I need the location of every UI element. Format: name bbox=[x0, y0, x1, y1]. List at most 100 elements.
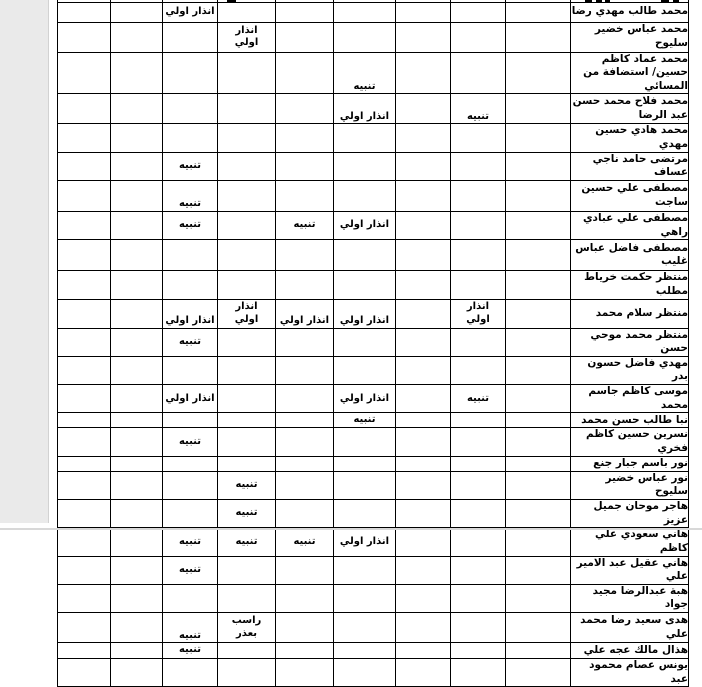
status-cell-col3[interactable] bbox=[395, 151, 451, 181]
status-cell-col9[interactable] bbox=[57, 658, 111, 687]
status-cell-col9[interactable] bbox=[57, 384, 111, 414]
status-cell-col7[interactable] bbox=[162, 51, 218, 95]
status-cell-col2[interactable] bbox=[450, 612, 506, 644]
status-cell-col9[interactable] bbox=[57, 327, 111, 357]
status-cell-col3[interactable] bbox=[395, 21, 451, 53]
status-cell-col8[interactable] bbox=[110, 658, 163, 687]
status-cell-col4[interactable] bbox=[333, 455, 396, 472]
status-cell-col6[interactable] bbox=[217, 179, 276, 212]
status-cell-col9[interactable] bbox=[57, 239, 111, 272]
status-cell-col4[interactable] bbox=[333, 179, 396, 212]
status-cell-col2[interactable]: انذار اولي bbox=[450, 298, 506, 329]
student-name-cell[interactable]: محمد طالب مهدي رضا bbox=[570, 1, 689, 23]
status-cell-col2[interactable] bbox=[450, 355, 506, 386]
status-cell-col8[interactable] bbox=[110, 123, 163, 153]
status-cell-col1[interactable] bbox=[505, 455, 571, 472]
status-cell-col3[interactable] bbox=[395, 270, 451, 300]
status-cell-col2[interactable] bbox=[450, 270, 506, 300]
status-cell-col2[interactable] bbox=[450, 470, 506, 500]
status-cell-col7[interactable]: انذار اولي bbox=[162, 298, 218, 329]
status-cell-col8[interactable] bbox=[110, 51, 163, 95]
status-cell-col6[interactable]: راسب بعذر bbox=[217, 612, 276, 644]
status-cell-col2[interactable] bbox=[450, 51, 506, 95]
status-cell-col3[interactable] bbox=[395, 327, 451, 357]
status-cell-col5[interactable] bbox=[275, 658, 334, 687]
status-cell-col6[interactable] bbox=[217, 658, 276, 687]
status-cell-col5[interactable] bbox=[275, 555, 334, 585]
status-cell-col1[interactable] bbox=[505, 384, 571, 414]
status-cell-col3[interactable] bbox=[395, 642, 451, 660]
status-cell-col2[interactable] bbox=[450, 498, 506, 529]
status-cell-col3[interactable] bbox=[395, 555, 451, 585]
status-cell-col3[interactable] bbox=[395, 658, 451, 687]
status-cell-col5[interactable] bbox=[275, 355, 334, 386]
status-cell-col4[interactable] bbox=[333, 151, 396, 181]
status-cell-col7[interactable]: تنبيه bbox=[162, 179, 218, 212]
status-cell-col1[interactable] bbox=[505, 210, 571, 241]
status-cell-col9[interactable] bbox=[57, 412, 111, 429]
status-cell-col9[interactable] bbox=[57, 555, 111, 585]
status-cell-col1[interactable] bbox=[505, 583, 571, 614]
status-cell-col6[interactable] bbox=[217, 642, 276, 660]
student-name-cell[interactable]: مصطفى علي عبادي راهي bbox=[570, 210, 689, 241]
status-cell-col8[interactable] bbox=[110, 583, 163, 614]
status-cell-col5[interactable] bbox=[275, 21, 334, 53]
status-cell-col8[interactable] bbox=[110, 270, 163, 300]
status-cell-col1[interactable] bbox=[505, 123, 571, 153]
status-cell-col6[interactable]: تنبيه bbox=[217, 498, 276, 529]
status-cell-col5[interactable] bbox=[275, 179, 334, 212]
status-cell-col4[interactable]: تنبيه bbox=[333, 51, 396, 95]
status-cell-col8[interactable] bbox=[110, 427, 163, 457]
status-cell-col2[interactable] bbox=[450, 21, 506, 53]
status-cell-col2[interactable] bbox=[450, 123, 506, 153]
status-cell-col7[interactable]: تنبيه bbox=[162, 555, 218, 585]
status-cell-col6[interactable] bbox=[217, 270, 276, 300]
status-cell-col4[interactable]: انذار اولي bbox=[333, 298, 396, 329]
status-cell-col8[interactable] bbox=[110, 555, 163, 585]
status-cell-col6[interactable] bbox=[217, 327, 276, 357]
student-name-cell[interactable]: يونس عصام محمود عبد bbox=[570, 658, 689, 687]
status-cell-col8[interactable] bbox=[110, 612, 163, 644]
status-cell-col6[interactable] bbox=[217, 455, 276, 472]
status-cell-col5[interactable] bbox=[275, 1, 334, 23]
status-cell-col5[interactable] bbox=[275, 642, 334, 660]
student-name-cell[interactable]: مصطفى فاضل عباس غليب bbox=[570, 239, 689, 272]
status-cell-col5[interactable] bbox=[275, 51, 334, 95]
status-cell-col7[interactable]: انذار اولي bbox=[162, 384, 218, 414]
status-cell-col7[interactable] bbox=[162, 412, 218, 429]
status-cell-col2[interactable] bbox=[450, 642, 506, 660]
status-cell-col2[interactable] bbox=[450, 658, 506, 687]
status-cell-col3[interactable] bbox=[395, 427, 451, 457]
status-cell-col8[interactable] bbox=[110, 179, 163, 212]
status-cell-col8[interactable] bbox=[110, 642, 163, 660]
status-cell-col3[interactable] bbox=[395, 355, 451, 386]
status-cell-col8[interactable] bbox=[110, 21, 163, 53]
status-cell-col9[interactable] bbox=[57, 527, 111, 557]
status-cell-col9[interactable] bbox=[57, 498, 111, 529]
status-cell-col6[interactable]: تنبيه bbox=[217, 470, 276, 500]
status-cell-col7[interactable] bbox=[162, 21, 218, 53]
status-cell-col7[interactable]: تنبيه bbox=[162, 527, 218, 557]
status-cell-col5[interactable] bbox=[275, 427, 334, 457]
status-cell-col7[interactable]: انذار اولي bbox=[162, 1, 218, 23]
status-cell-col1[interactable] bbox=[505, 1, 571, 23]
status-cell-col2[interactable] bbox=[450, 151, 506, 181]
status-cell-col5[interactable] bbox=[275, 151, 334, 181]
status-cell-col7[interactable]: تنبيه bbox=[162, 427, 218, 457]
status-cell-col3[interactable] bbox=[395, 1, 451, 23]
status-cell-col4[interactable] bbox=[333, 327, 396, 357]
status-cell-col4[interactable] bbox=[333, 1, 396, 23]
status-cell-col4[interactable] bbox=[333, 612, 396, 644]
student-name-cell[interactable]: محمد عماد كاظم حسين/ استضافة من المسائي bbox=[570, 51, 689, 95]
status-cell-col8[interactable] bbox=[110, 355, 163, 386]
status-cell-col4[interactable] bbox=[333, 427, 396, 457]
status-cell-col7[interactable]: تنبيه bbox=[162, 642, 218, 660]
status-cell-col6[interactable] bbox=[217, 123, 276, 153]
status-cell-col5[interactable] bbox=[275, 498, 334, 529]
status-cell-col5[interactable] bbox=[275, 612, 334, 644]
status-cell-col1[interactable] bbox=[505, 239, 571, 272]
status-cell-col1[interactable] bbox=[505, 151, 571, 181]
status-cell-col9[interactable] bbox=[57, 355, 111, 386]
status-cell-col4[interactable] bbox=[333, 642, 396, 660]
student-name-cell[interactable]: منتظر حكمت خرياط مطلب bbox=[570, 270, 689, 300]
